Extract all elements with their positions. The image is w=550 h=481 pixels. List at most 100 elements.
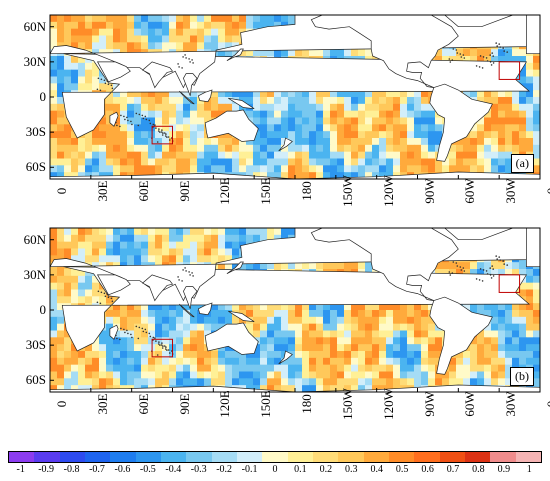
anomaly-cell (71, 275, 79, 284)
colorbar-tick-label: 0.8 (472, 464, 485, 475)
anomaly-cell (295, 172, 303, 180)
anomaly-cell (463, 351, 471, 359)
anomaly-cell (428, 110, 436, 118)
anomaly-cell (92, 83, 100, 91)
anomaly-cell (484, 323, 492, 331)
anomaly-cell (491, 138, 499, 146)
significance-dot (495, 42, 498, 44)
anomaly-cell (302, 316, 310, 325)
anomaly-cell (456, 364, 464, 372)
anomaly-cell (456, 165, 464, 173)
anomaly-cell (106, 110, 114, 118)
anomaly-cell (316, 124, 324, 132)
anomaly-cell (71, 351, 79, 359)
anomaly-cell (407, 165, 415, 173)
anomaly-cell (253, 131, 261, 139)
anomaly-cell (127, 316, 135, 325)
significance-dot (148, 332, 151, 335)
anomaly-cell (491, 364, 499, 372)
anomaly-cell (113, 303, 121, 311)
anomaly-cell (106, 103, 114, 112)
anomaly-cell (512, 56, 520, 64)
anomaly-cell (176, 138, 184, 146)
anomaly-cell (169, 144, 177, 153)
anomaly-cell (484, 97, 492, 105)
colorbar-segment (388, 452, 415, 462)
anomaly-cell (267, 357, 275, 366)
anomaly-cell (295, 351, 303, 359)
anomaly-cell (239, 234, 247, 243)
anomaly-cell (218, 144, 226, 153)
anomaly-cell (512, 138, 520, 146)
anomaly-cell (57, 103, 65, 112)
significance-dot (502, 260, 505, 262)
anomaly-cell (274, 371, 282, 379)
anomaly-cell (239, 262, 247, 270)
anomaly-cell (358, 316, 366, 325)
anomaly-cell (57, 337, 65, 345)
anomaly-cell (246, 234, 254, 243)
anomaly-cell (267, 228, 275, 236)
anomaly-cell (99, 228, 107, 236)
anomaly-cell (351, 351, 359, 359)
anomaly-cell (148, 310, 156, 318)
anomaly-cell (50, 103, 58, 112)
anomaly-cell (113, 144, 121, 153)
anomaly-cell (134, 344, 142, 352)
anomaly-cell (134, 371, 142, 379)
anomaly-cell (246, 97, 254, 105)
anomaly-cell (316, 144, 324, 153)
land-mass (204, 322, 259, 355)
anomaly-cell (253, 351, 261, 359)
significance-dot (492, 55, 495, 57)
anomaly-cell (50, 110, 58, 118)
anomaly-cell (344, 138, 352, 146)
anomaly-cell (519, 357, 527, 366)
anomaly-cell (71, 228, 79, 236)
anomaly-cell (106, 21, 114, 30)
anomaly-cell (512, 131, 520, 139)
anomaly-cell (267, 234, 275, 243)
anomaly-cell (393, 151, 401, 159)
anomaly-cell (337, 131, 345, 139)
anomaly-cell (113, 131, 121, 139)
anomaly-cell (393, 158, 401, 166)
anomaly-cell (113, 330, 121, 338)
anomaly-cell (92, 151, 100, 159)
anomaly-cell (267, 378, 275, 386)
anomaly-cell (169, 158, 177, 166)
anomaly-cell (92, 165, 100, 173)
anomaly-cell (106, 351, 114, 359)
significance-dot (506, 51, 509, 53)
anomaly-cell (295, 310, 303, 318)
anomaly-cell (148, 35, 156, 43)
anomaly-cell (260, 165, 268, 173)
anomaly-cell (330, 117, 338, 125)
significance-dot (475, 65, 478, 67)
anomaly-cell (127, 378, 135, 386)
lat-tick-label: 30N (23, 266, 46, 282)
anomaly-cell (134, 21, 142, 30)
anomaly-cell (113, 337, 121, 345)
anomaly-cell (281, 323, 289, 331)
anomaly-cell (113, 310, 121, 318)
anomaly-cell (330, 172, 338, 180)
anomaly-cell (470, 371, 478, 379)
anomaly-cell (127, 323, 135, 331)
anomaly-cell (344, 310, 352, 318)
anomaly-cell (316, 330, 324, 338)
anomaly-cell (99, 15, 107, 23)
significance-dot (191, 59, 193, 61)
anomaly-cell (519, 303, 527, 311)
anomaly-cell (113, 28, 121, 36)
anomaly-cell (358, 385, 366, 393)
significance-dot (161, 342, 163, 344)
anomaly-cell (57, 131, 65, 139)
panel-label-a: (a) (510, 154, 534, 173)
anomaly-cell (498, 316, 506, 325)
anomaly-cell (253, 364, 261, 372)
land-mass (226, 48, 244, 62)
anomaly-cell (211, 90, 219, 98)
anomaly-cell (57, 248, 65, 256)
anomaly-cell (365, 138, 373, 146)
